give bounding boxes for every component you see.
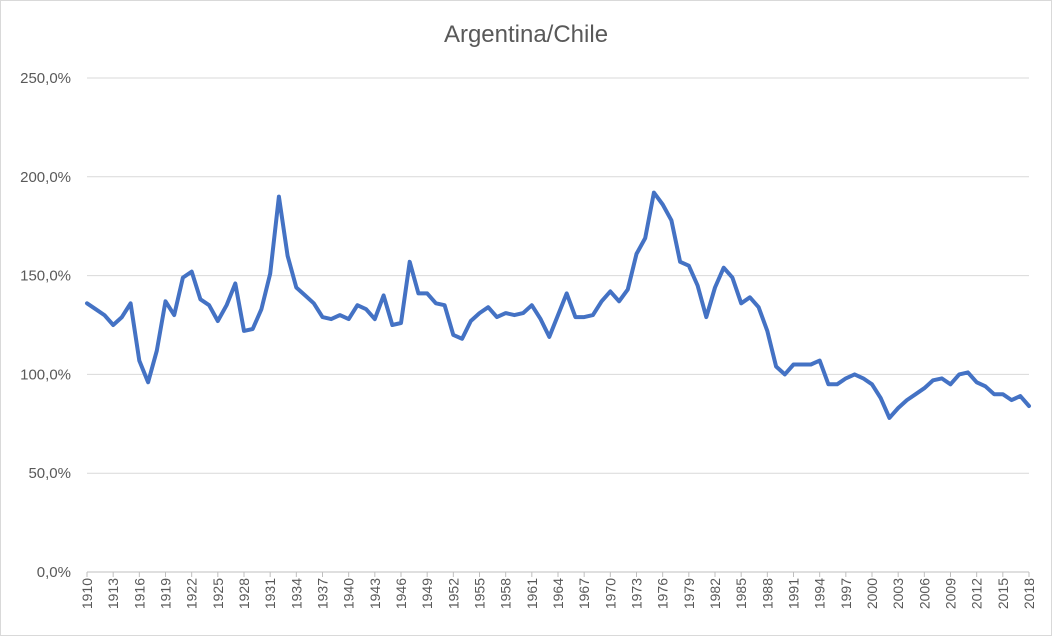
x-tick-label: 1982 bbox=[707, 578, 723, 609]
x-tick-label: 1949 bbox=[419, 578, 435, 609]
x-tick-label: 1970 bbox=[602, 578, 618, 609]
x-tick-label: 1940 bbox=[341, 578, 357, 609]
x-tick-label: 1919 bbox=[158, 578, 174, 609]
x-tick-label: 1985 bbox=[733, 578, 749, 609]
x-tick-label: 2012 bbox=[969, 578, 985, 609]
x-tick-label: 1976 bbox=[655, 578, 671, 609]
gridlines bbox=[87, 77, 1029, 573]
x-tick-label: 2000 bbox=[864, 578, 880, 609]
y-axis-ticks: 0,0% 50,0% 100,0% 150,0% 200,0% 250,0% bbox=[20, 70, 71, 581]
x-tick-label: 1946 bbox=[393, 578, 409, 609]
y-tick-label: 150,0% bbox=[20, 268, 71, 285]
x-tick-label: 1973 bbox=[629, 578, 645, 609]
x-axis-ticks: 1910 1913 1916 1919 1922 1925 1928 1931 1934 1937… bbox=[79, 572, 1037, 609]
x-tick-label: 2015 bbox=[995, 578, 1011, 609]
x-tick-label: 1988 bbox=[759, 578, 775, 609]
x-tick-label: 1958 bbox=[498, 578, 514, 609]
chart-title: Argentina/Chile bbox=[443, 21, 609, 48]
x-tick-label: 1910 bbox=[79, 578, 95, 609]
x-tick-label: 1934 bbox=[288, 578, 304, 609]
x-tick-label: 1943 bbox=[367, 578, 383, 609]
x-tick-label: 1991 bbox=[786, 578, 802, 609]
y-tick-label: 50,0% bbox=[28, 465, 71, 482]
x-tick-label: 1913 bbox=[105, 578, 121, 609]
y-tick-label: 200,0% bbox=[20, 169, 71, 186]
x-tick-label: 1955 bbox=[472, 578, 488, 609]
x-tick-label: 1925 bbox=[210, 578, 226, 609]
x-tick-label: 1979 bbox=[681, 578, 697, 609]
x-tick-label: 2018 bbox=[1021, 578, 1037, 609]
x-tick-label: 1931 bbox=[262, 578, 278, 609]
series-line-argentina-chile bbox=[85, 190, 1031, 420]
x-tick-label: 1952 bbox=[445, 578, 461, 609]
x-tick-label: 1997 bbox=[838, 578, 854, 609]
x-tick-label: 2003 bbox=[890, 578, 906, 609]
x-tick-label: 2009 bbox=[943, 578, 959, 609]
y-tick-label: 100,0% bbox=[20, 366, 71, 383]
x-tick-label: 1967 bbox=[576, 578, 592, 609]
x-tick-label: 2006 bbox=[916, 578, 932, 609]
x-tick-label: 1994 bbox=[812, 578, 828, 609]
x-tick-label: 1937 bbox=[315, 578, 331, 609]
y-tick-label: 250,0% bbox=[20, 70, 71, 87]
x-tick-label: 1916 bbox=[131, 578, 147, 609]
x-tick-label: 1961 bbox=[524, 578, 540, 609]
x-tick-label: 1964 bbox=[550, 578, 566, 609]
x-tick-label: 1928 bbox=[236, 578, 252, 609]
x-tick-label: 1922 bbox=[184, 578, 200, 609]
y-tick-label: 0,0% bbox=[37, 564, 71, 581]
